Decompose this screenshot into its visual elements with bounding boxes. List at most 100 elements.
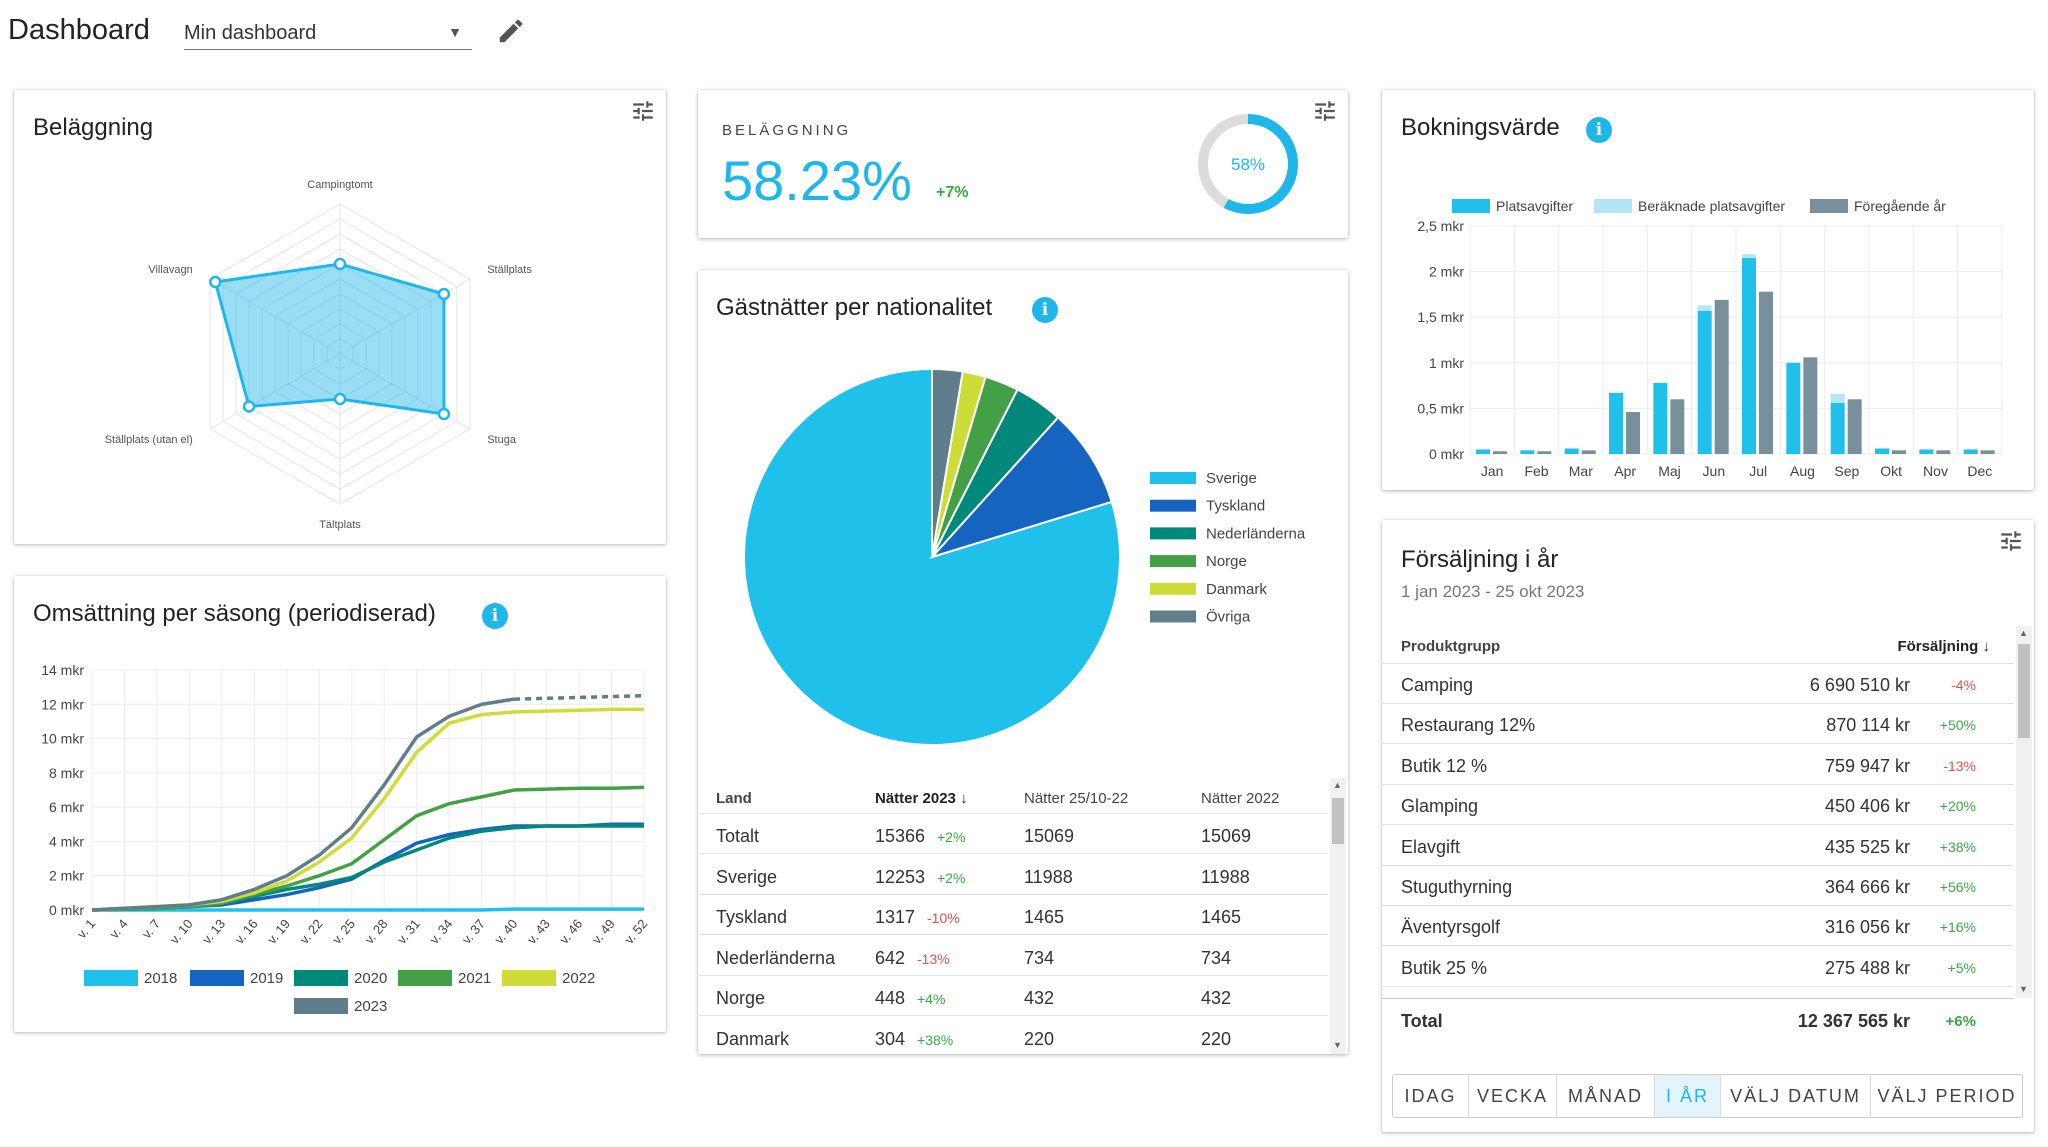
cell-natter-251022: 220 bbox=[1024, 1028, 1055, 1049]
scrollbar-thumb[interactable] bbox=[1332, 798, 1344, 844]
x-tick-label: v. 46 bbox=[556, 916, 585, 946]
kpi-value: 58.23% bbox=[722, 149, 912, 212]
bar-platsavgifter bbox=[1875, 448, 1889, 454]
cell-natter-2023: 12253 bbox=[875, 866, 926, 887]
cell-natter-2023: 642 bbox=[875, 947, 906, 968]
cell-change: +20% bbox=[1939, 798, 1976, 815]
table-row[interactable]: Stuguthyrning 364 666 kr +56% bbox=[1382, 866, 2014, 906]
table-row[interactable]: Sverige 12253 +2% 11988 11988 bbox=[698, 855, 1328, 895]
col-forsaljning[interactable]: Försäljning ↓ bbox=[1897, 638, 1990, 655]
legend-label: Platsavgifter bbox=[1496, 198, 1573, 214]
scroll-down-arrow[interactable]: ▼ bbox=[2019, 984, 2028, 994]
cell-change: -10% bbox=[927, 910, 960, 926]
x-tick-label: Feb bbox=[1524, 463, 1548, 479]
table-row[interactable]: Totalt 15366 +2% 15069 15069 bbox=[698, 814, 1328, 854]
tab-i-år[interactable]: I ÅR bbox=[1655, 1075, 1721, 1117]
y-tick-label: 12 mkr bbox=[41, 696, 84, 712]
legend-swatch bbox=[1150, 527, 1196, 540]
col-land[interactable]: Land bbox=[716, 790, 752, 807]
x-tick-label: v. 7 bbox=[139, 916, 163, 941]
scrollbar-thumb[interactable] bbox=[2018, 644, 2030, 738]
cell-sales-value: 275 488 kr bbox=[1824, 957, 1910, 978]
tune-icon[interactable] bbox=[630, 98, 656, 124]
cell-natter-2022: 432 bbox=[1201, 988, 1232, 1008]
tab-välj-datum[interactable]: VÄLJ DATUM bbox=[1721, 1075, 1871, 1117]
pencil-icon[interactable] bbox=[496, 16, 526, 46]
tune-icon[interactable] bbox=[1312, 98, 1338, 124]
x-tick-label: Apr bbox=[1614, 463, 1636, 479]
info-icon[interactable]: i bbox=[482, 603, 508, 629]
col-natter-2023[interactable]: Nätter 2023 ↓ bbox=[875, 790, 968, 807]
tune-icon[interactable] bbox=[1998, 528, 2024, 554]
table-row[interactable]: Norge 448 +4% 432 432 bbox=[698, 976, 1328, 1016]
legend-label: 2023 bbox=[354, 998, 387, 1015]
table-row[interactable]: Butik 12 % 759 947 kr -13% bbox=[1382, 745, 2014, 785]
cell-natter-2023: 1317 bbox=[875, 907, 916, 927]
cell-natter-251022: 1465 bbox=[1024, 907, 1065, 927]
radar-point bbox=[209, 275, 222, 289]
table-row[interactable]: Äventyrsgolf 316 056 kr +16% bbox=[1382, 906, 2014, 947]
scroll-up-arrow[interactable]: ▲ bbox=[2019, 628, 2028, 638]
col-produktgrupp[interactable]: Produktgrupp bbox=[1401, 638, 1501, 655]
radar-area bbox=[213, 262, 446, 416]
y-tick-label: 6 mkr bbox=[49, 799, 84, 815]
table-header-row: Land Nätter 2023 ↓ Nätter 25/10-22 Nätte… bbox=[698, 776, 1328, 814]
pie-slice-övriga bbox=[931, 367, 964, 558]
legend-label: Nederländerna bbox=[1206, 525, 1306, 542]
legend-swatch bbox=[1810, 199, 1848, 213]
bar-beräknade-platsavgifter bbox=[1697, 305, 1712, 311]
cell-land: Norge bbox=[716, 988, 766, 1008]
series-line-2019 bbox=[91, 822, 644, 912]
sales-scrollbar[interactable]: ▲ ▼ bbox=[2016, 626, 2032, 998]
tab-vecka[interactable]: VECKA bbox=[1469, 1075, 1557, 1117]
col-natter-2022[interactable]: Nätter 2022 bbox=[1201, 790, 1280, 807]
tab-välj-period[interactable]: VÄLJ PERIOD bbox=[1877, 1086, 2017, 1106]
sales-subtitle: 1 jan 2023 - 25 okt 2023 bbox=[1401, 582, 1585, 601]
radar-point bbox=[437, 407, 451, 421]
table-row[interactable]: Elavgift 435 525 kr +38% bbox=[1382, 826, 2014, 866]
info-icon[interactable]: i bbox=[1032, 297, 1058, 323]
table-row[interactable]: Restaurang 12% 870 114 kr +50% bbox=[1382, 704, 2014, 745]
total-value: 12 367 565 kr bbox=[1797, 1011, 1910, 1031]
scroll-up-arrow[interactable]: ▲ bbox=[1333, 780, 1342, 790]
legend-swatch bbox=[502, 970, 556, 986]
booking-title: Bokningsvärde bbox=[1401, 114, 1560, 141]
table-row[interactable]: Danmark 304 +38% 220 220 bbox=[698, 1017, 1328, 1055]
nationality-table: Land Nätter 2023 ↓ Nätter 25/10-22 Nätte… bbox=[698, 776, 1328, 1054]
nationality-card: Gästnätter per nationalitet i Sverige Tys… bbox=[698, 270, 1348, 1054]
series-line-2022 bbox=[91, 707, 644, 912]
table-row[interactable]: Tyskland 1317 -10% 1465 1465 bbox=[698, 895, 1328, 935]
dashboard-select[interactable]: Min dashboard ▼ bbox=[184, 18, 472, 50]
scroll-down-arrow[interactable]: ▼ bbox=[1333, 1040, 1342, 1050]
chevron-down-icon: ▼ bbox=[448, 24, 462, 40]
legend-swatch bbox=[1150, 499, 1196, 512]
bar-beräknade-platsavgifter bbox=[1742, 254, 1756, 258]
cell-product-group: Elavgift bbox=[1401, 836, 1461, 857]
cell-product-group: Butik 25 % bbox=[1401, 957, 1488, 978]
legend-label: Tyskland bbox=[1206, 498, 1265, 515]
col-natter-251022[interactable]: Nätter 25/10-22 bbox=[1024, 790, 1129, 807]
bar-föregående-år bbox=[1936, 450, 1951, 454]
cell-natter-251022: 734 bbox=[1024, 947, 1055, 968]
cell-natter-2022: 220 bbox=[1201, 1028, 1232, 1049]
bar-platsavgifter bbox=[1963, 449, 1978, 454]
tab-idag[interactable]: IDAG bbox=[1393, 1075, 1469, 1117]
cell-natter-2023: 448 bbox=[875, 988, 906, 1008]
nationality-title: Gästnätter per nationalitet bbox=[716, 294, 993, 321]
cell-natter-2022: 734 bbox=[1201, 947, 1232, 968]
tab-månad[interactable]: MÅNAD bbox=[1557, 1075, 1655, 1117]
radar-chart: Campingtomt Ställplats Stuga Tältplats Ställ… bbox=[105, 179, 533, 531]
table-row[interactable]: Glamping 450 406 kr +20% bbox=[1382, 785, 2014, 826]
table-row[interactable]: Camping 6 690 510 kr -4% bbox=[1382, 664, 2014, 704]
x-tick-label: v. 10 bbox=[167, 916, 196, 946]
table-scrollbar[interactable]: ▲ ▼ bbox=[1330, 778, 1346, 1054]
radar-axis-label: Tältplats bbox=[319, 519, 361, 531]
radar-spoke bbox=[209, 278, 341, 355]
table-row[interactable]: Nederländerna 642 -13% 734 734 bbox=[698, 936, 1328, 976]
bar-platsavgifter bbox=[1697, 310, 1712, 454]
period-tabs: IDAG VECKA MÅNAD I ÅR VÄLJ DATUM VÄLJ PERIOD bbox=[1392, 1074, 2023, 1118]
table-row[interactable]: Butik 25 % 275 488 kr +5% bbox=[1382, 947, 2014, 987]
cell-land: Nederländerna bbox=[716, 947, 836, 968]
cell-land: Danmark bbox=[716, 1028, 790, 1049]
info-icon[interactable]: i bbox=[1586, 117, 1612, 143]
